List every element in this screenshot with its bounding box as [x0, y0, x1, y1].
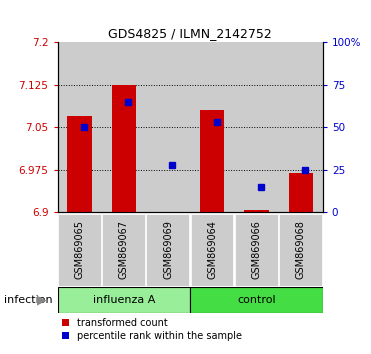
FancyBboxPatch shape: [147, 214, 189, 286]
Bar: [58, 42, 102, 212]
Bar: [279, 42, 323, 212]
Text: GSM869067: GSM869067: [119, 220, 129, 279]
Bar: [244, 210, 269, 212]
Bar: [234, 42, 279, 212]
Bar: [146, 42, 190, 212]
Bar: [112, 85, 136, 212]
FancyBboxPatch shape: [191, 214, 233, 286]
Text: ▶: ▶: [37, 293, 47, 307]
Bar: [289, 173, 313, 212]
FancyBboxPatch shape: [58, 287, 190, 313]
Text: influenza A: influenza A: [93, 295, 155, 305]
Bar: [68, 116, 92, 212]
FancyBboxPatch shape: [58, 214, 101, 286]
Bar: [102, 42, 146, 212]
FancyBboxPatch shape: [279, 214, 322, 286]
Title: GDS4825 / ILMN_2142752: GDS4825 / ILMN_2142752: [108, 27, 272, 40]
Bar: [190, 42, 234, 212]
Text: GSM869064: GSM869064: [207, 220, 217, 279]
FancyBboxPatch shape: [190, 287, 323, 313]
Text: GSM869065: GSM869065: [75, 220, 85, 279]
Bar: [200, 110, 224, 212]
Text: control: control: [237, 295, 276, 305]
Legend: transformed count, percentile rank within the sample: transformed count, percentile rank withi…: [62, 318, 242, 341]
FancyBboxPatch shape: [102, 214, 145, 286]
Text: GSM869069: GSM869069: [163, 220, 173, 279]
Text: infection: infection: [4, 295, 52, 305]
Text: GSM869066: GSM869066: [252, 220, 262, 279]
Text: GSM869068: GSM869068: [296, 220, 306, 279]
FancyBboxPatch shape: [235, 214, 278, 286]
